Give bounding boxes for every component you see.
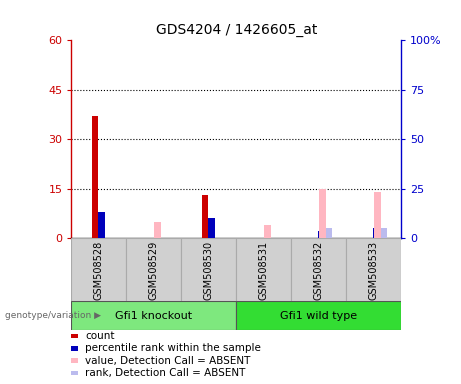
- Bar: [92, 116, 98, 238]
- Bar: [181, 238, 236, 301]
- Bar: [346, 238, 401, 301]
- Bar: [264, 225, 271, 238]
- Title: GDS4204 / 1426605_at: GDS4204 / 1426605_at: [155, 23, 317, 36]
- Text: percentile rank within the sample: percentile rank within the sample: [85, 343, 261, 353]
- Text: GSM508528: GSM508528: [94, 241, 104, 301]
- Text: GSM508533: GSM508533: [369, 241, 378, 300]
- Bar: [154, 222, 161, 238]
- Text: count: count: [85, 331, 114, 341]
- Bar: [291, 238, 346, 301]
- Bar: [208, 218, 215, 238]
- Bar: [71, 238, 126, 301]
- Bar: [98, 212, 105, 238]
- Bar: [326, 228, 332, 238]
- Text: GSM508530: GSM508530: [204, 241, 214, 300]
- Text: value, Detection Call = ABSENT: value, Detection Call = ABSENT: [85, 356, 250, 366]
- Text: GSM508532: GSM508532: [313, 241, 324, 301]
- Text: genotype/variation ▶: genotype/variation ▶: [5, 311, 100, 320]
- Bar: [236, 238, 291, 301]
- Bar: [373, 228, 380, 238]
- Text: rank, Detection Call = ABSENT: rank, Detection Call = ABSENT: [85, 368, 245, 378]
- Text: Gfi1 knockout: Gfi1 knockout: [115, 311, 192, 321]
- Bar: [319, 189, 326, 238]
- Bar: [374, 192, 381, 238]
- Text: Gfi1 wild type: Gfi1 wild type: [280, 311, 357, 321]
- Bar: [318, 232, 325, 238]
- Text: GSM508531: GSM508531: [259, 241, 269, 300]
- Bar: [201, 195, 208, 238]
- Bar: [71, 301, 236, 330]
- Bar: [126, 238, 181, 301]
- Text: GSM508529: GSM508529: [149, 241, 159, 301]
- Bar: [381, 228, 387, 238]
- Bar: [236, 301, 401, 330]
